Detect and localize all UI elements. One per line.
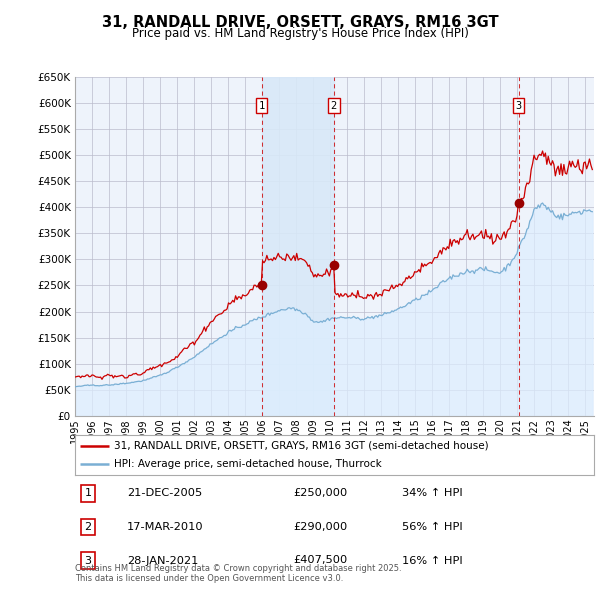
Text: 3: 3 bbox=[515, 100, 522, 110]
Text: 56% ↑ HPI: 56% ↑ HPI bbox=[402, 522, 463, 532]
Text: Price paid vs. HM Land Registry's House Price Index (HPI): Price paid vs. HM Land Registry's House … bbox=[131, 27, 469, 40]
Text: 2: 2 bbox=[331, 100, 337, 110]
Text: 21-DEC-2005: 21-DEC-2005 bbox=[127, 489, 202, 498]
Text: 17-MAR-2010: 17-MAR-2010 bbox=[127, 522, 203, 532]
Text: 31, RANDALL DRIVE, ORSETT, GRAYS, RM16 3GT (semi-detached house): 31, RANDALL DRIVE, ORSETT, GRAYS, RM16 3… bbox=[114, 441, 488, 451]
Text: £290,000: £290,000 bbox=[293, 522, 347, 532]
Text: 3: 3 bbox=[85, 556, 91, 565]
Text: Contains HM Land Registry data © Crown copyright and database right 2025.
This d: Contains HM Land Registry data © Crown c… bbox=[75, 563, 401, 583]
Text: 16% ↑ HPI: 16% ↑ HPI bbox=[402, 556, 463, 565]
Text: £250,000: £250,000 bbox=[293, 489, 347, 498]
Text: 34% ↑ HPI: 34% ↑ HPI bbox=[402, 489, 463, 498]
Text: £407,500: £407,500 bbox=[293, 556, 347, 565]
Text: 31, RANDALL DRIVE, ORSETT, GRAYS, RM16 3GT: 31, RANDALL DRIVE, ORSETT, GRAYS, RM16 3… bbox=[101, 15, 499, 30]
Text: 1: 1 bbox=[259, 100, 265, 110]
Text: 2: 2 bbox=[85, 522, 92, 532]
Bar bbox=[262, 77, 334, 416]
Text: HPI: Average price, semi-detached house, Thurrock: HPI: Average price, semi-detached house,… bbox=[114, 459, 382, 469]
Text: 1: 1 bbox=[85, 489, 91, 498]
Text: 28-JAN-2021: 28-JAN-2021 bbox=[127, 556, 198, 565]
